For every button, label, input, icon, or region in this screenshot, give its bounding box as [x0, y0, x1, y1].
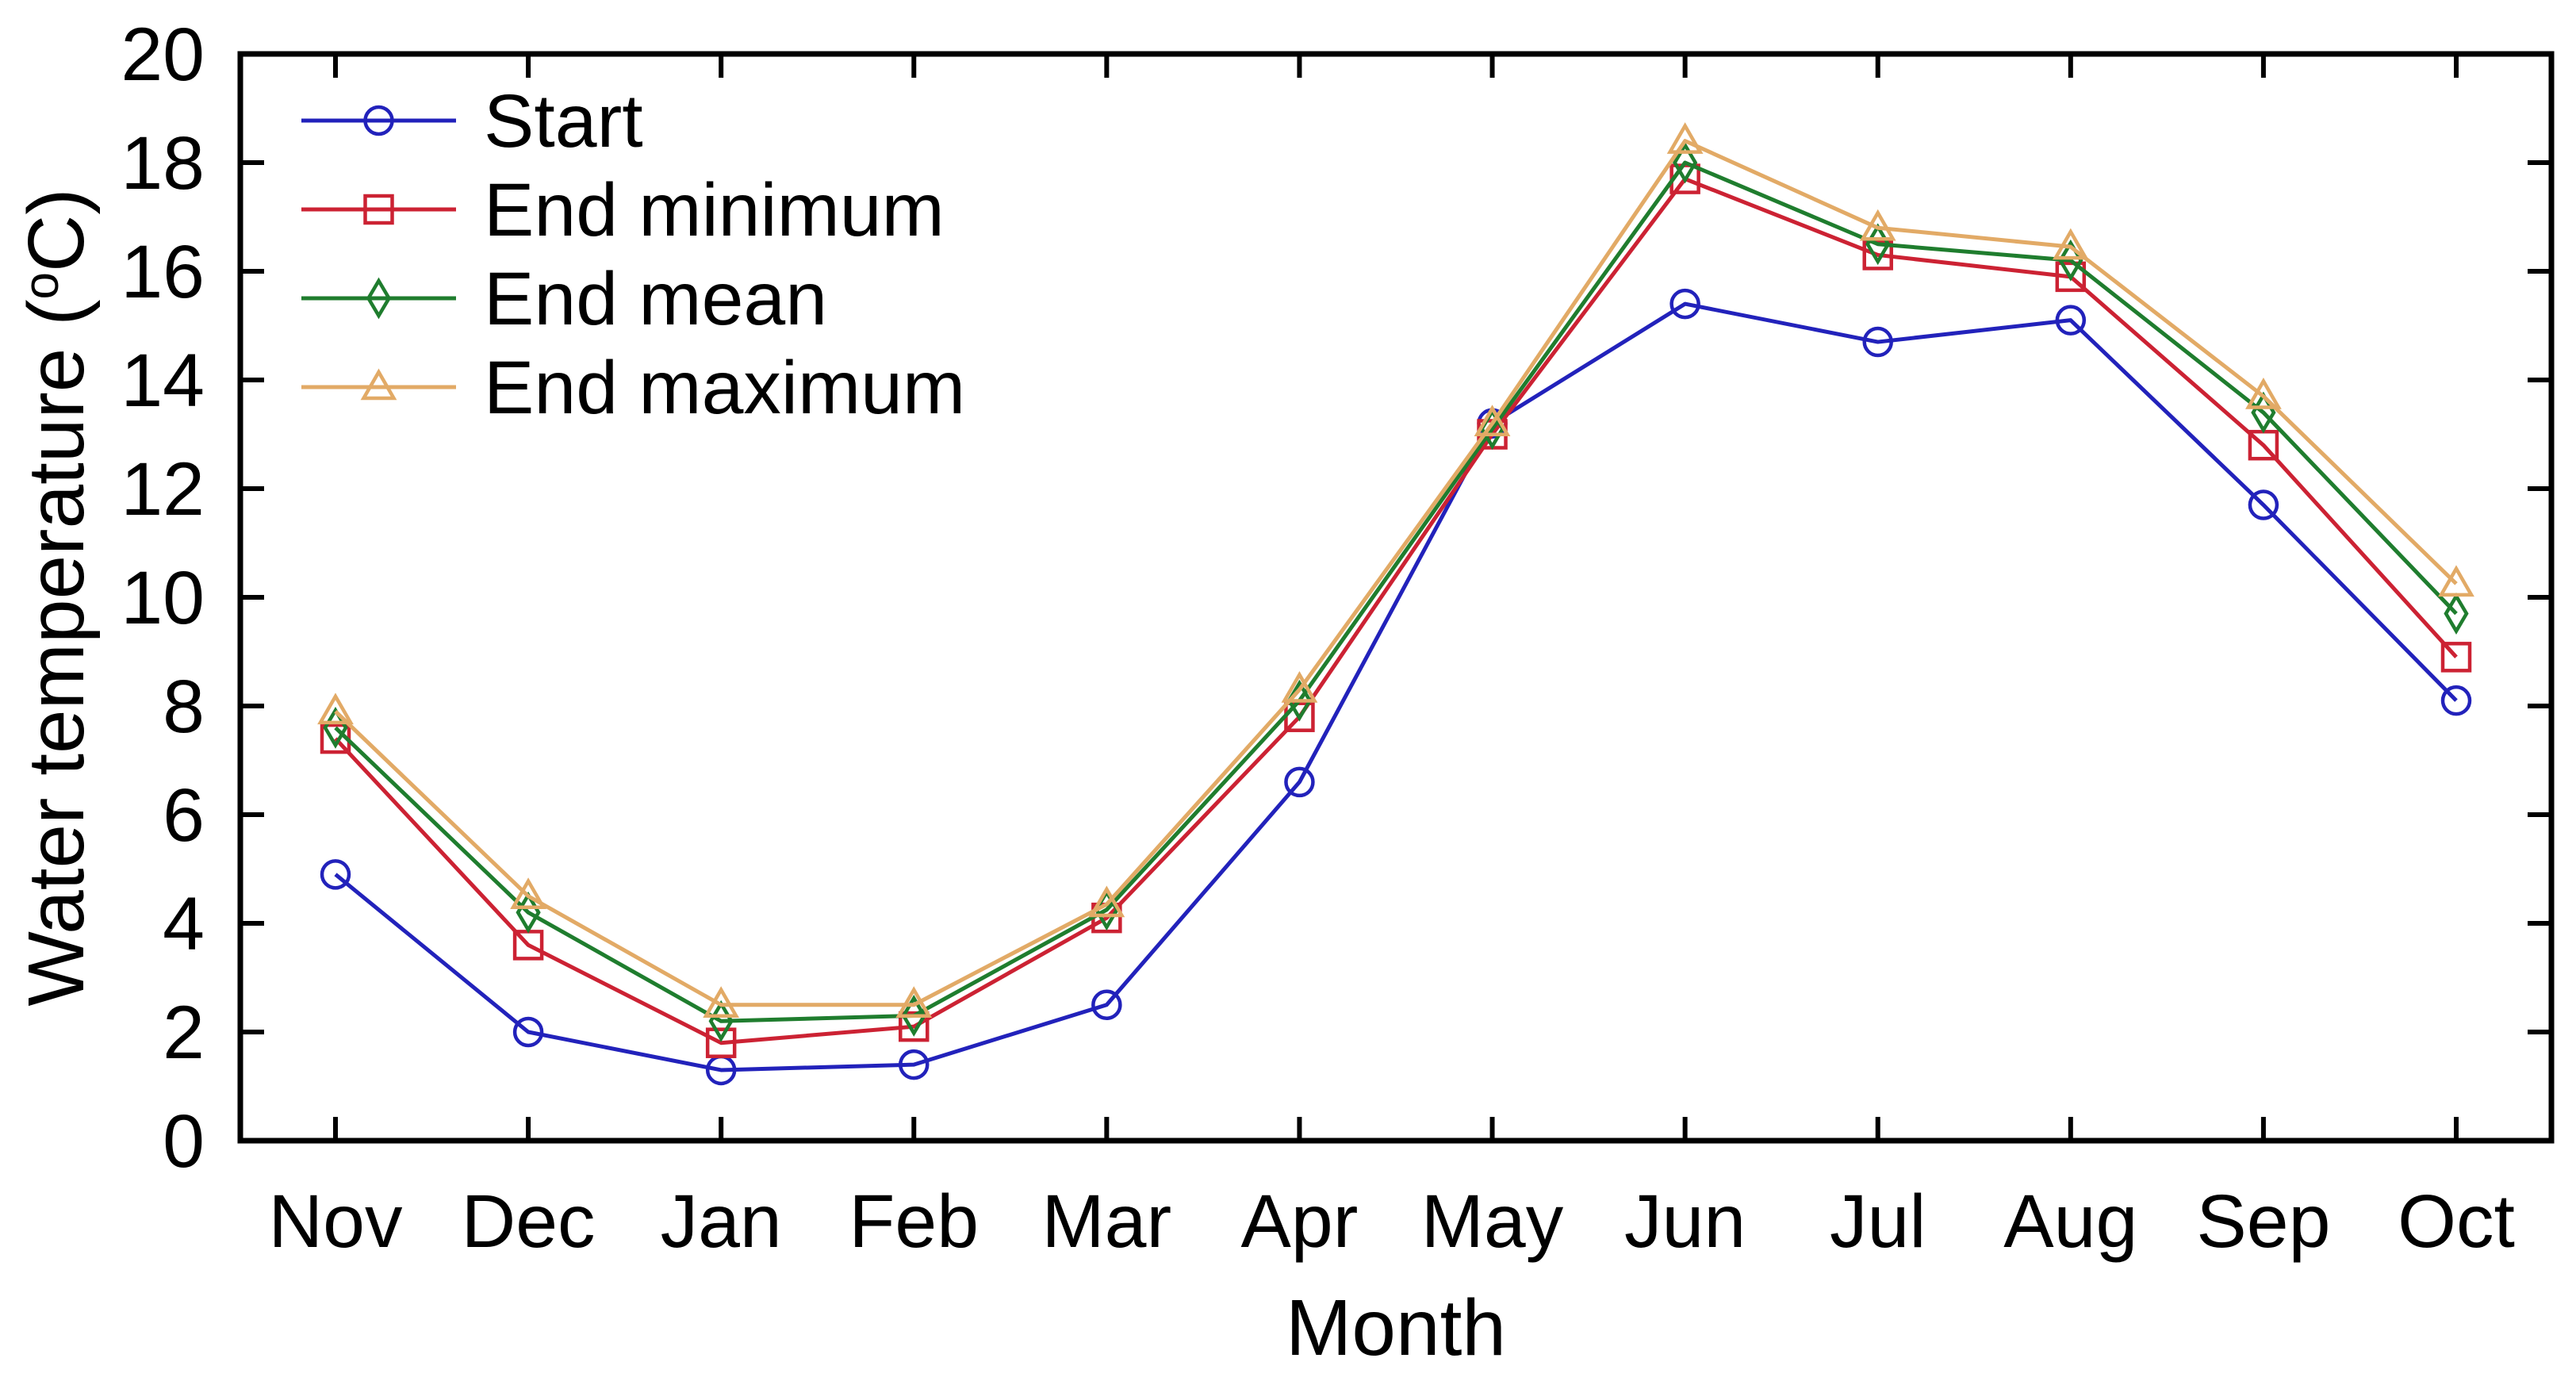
y-tick-label: 10: [121, 556, 205, 640]
series-line-start: [334, 301, 2458, 1072]
x-tick-label: Oct: [2398, 1180, 2515, 1264]
x-tick-label: May: [1421, 1180, 1564, 1264]
series-marker-end-maximum: [1281, 670, 1318, 703]
y-tick-label: 16: [121, 230, 205, 314]
series-marker-end-maximum: [1859, 209, 1896, 241]
series-marker-end-maximum: [703, 986, 740, 1018]
series-marker-start: [2440, 685, 2472, 716]
series-marker-start: [1862, 326, 1893, 358]
series-marker-end-maximum: [2052, 228, 2089, 260]
series-marker-end-minimum: [705, 1027, 737, 1058]
x-tick-label: Jul: [1830, 1180, 1926, 1264]
series-marker-end-mean: [2444, 593, 2469, 635]
legend-marker-end-minimum: [363, 194, 394, 225]
series-line-end-mean: [334, 160, 2458, 1023]
y-tick-label: 2: [163, 991, 205, 1075]
x-tick-label: Mar: [1042, 1180, 1172, 1264]
series-marker-end-maximum: [1666, 122, 1704, 154]
x-tick-label: Nov: [269, 1180, 403, 1264]
series-marker-end-mean: [1673, 141, 1698, 184]
y-tick-label: 0: [163, 1099, 205, 1184]
legend-label-start: Start: [484, 79, 643, 163]
x-tick-label: Jun: [1624, 1180, 1746, 1264]
legend-marker-start: [363, 105, 394, 136]
series-marker-end-maximum: [317, 692, 354, 725]
series-marker-end-maximum: [1088, 885, 1125, 918]
series-marker-start: [1284, 766, 1315, 798]
series-marker-start: [899, 1049, 930, 1080]
legend-label-end-maximum: End maximum: [484, 346, 965, 430]
series-marker-end-minimum: [899, 1011, 930, 1042]
series-marker-end-maximum: [895, 986, 933, 1018]
y-tick-label: 12: [121, 447, 205, 531]
series-marker-end-maximum: [2438, 565, 2474, 597]
series-marker-start: [1669, 288, 1700, 320]
series-marker-end-minimum: [2440, 642, 2472, 673]
y-tick-label: 4: [163, 882, 205, 966]
series-marker-start: [2055, 305, 2087, 336]
series-marker-end-minimum: [2055, 261, 2087, 293]
series-marker-start: [320, 859, 351, 890]
y-tick-label: 8: [163, 665, 205, 749]
series-marker-end-maximum: [510, 877, 546, 909]
y-axis-title: Water temperature (oC): [12, 188, 101, 1006]
x-tick-label: Jan: [661, 1180, 782, 1264]
legend-marker-end-mean: [366, 277, 392, 320]
plot-frame: [237, 51, 2555, 1144]
series-marker-start: [1091, 989, 1122, 1020]
series-line-end-minimum: [334, 177, 2458, 1045]
series-marker-end-mean: [901, 995, 926, 1037]
y-tick-label: 20: [121, 13, 205, 97]
series-line-end-maximum: [334, 139, 2458, 1007]
series-marker-end-maximum: [2245, 378, 2282, 409]
x-tick-label: Dec: [462, 1180, 596, 1264]
legend-label-end-mean: End mean: [484, 257, 827, 341]
legend-label-end-minimum: End minimum: [484, 168, 945, 252]
y-tick-label: 18: [121, 121, 205, 205]
series-marker-start: [512, 1016, 544, 1048]
x-tick-label: Feb: [849, 1180, 979, 1264]
series-marker-end-minimum: [1862, 240, 1893, 270]
x-tick-label: Apr: [1241, 1180, 1359, 1264]
x-tick-label: Aug: [2003, 1180, 2137, 1264]
y-tick-label: 6: [163, 773, 205, 857]
y-tick-label: 14: [121, 339, 205, 423]
series-marker-end-maximum: [1474, 405, 1511, 437]
series-marker-start: [2248, 489, 2279, 520]
x-tick-label: Sep: [2196, 1180, 2330, 1264]
legend-marker-end-maximum: [360, 368, 397, 401]
x-axis-title: Month: [1286, 1283, 1506, 1372]
